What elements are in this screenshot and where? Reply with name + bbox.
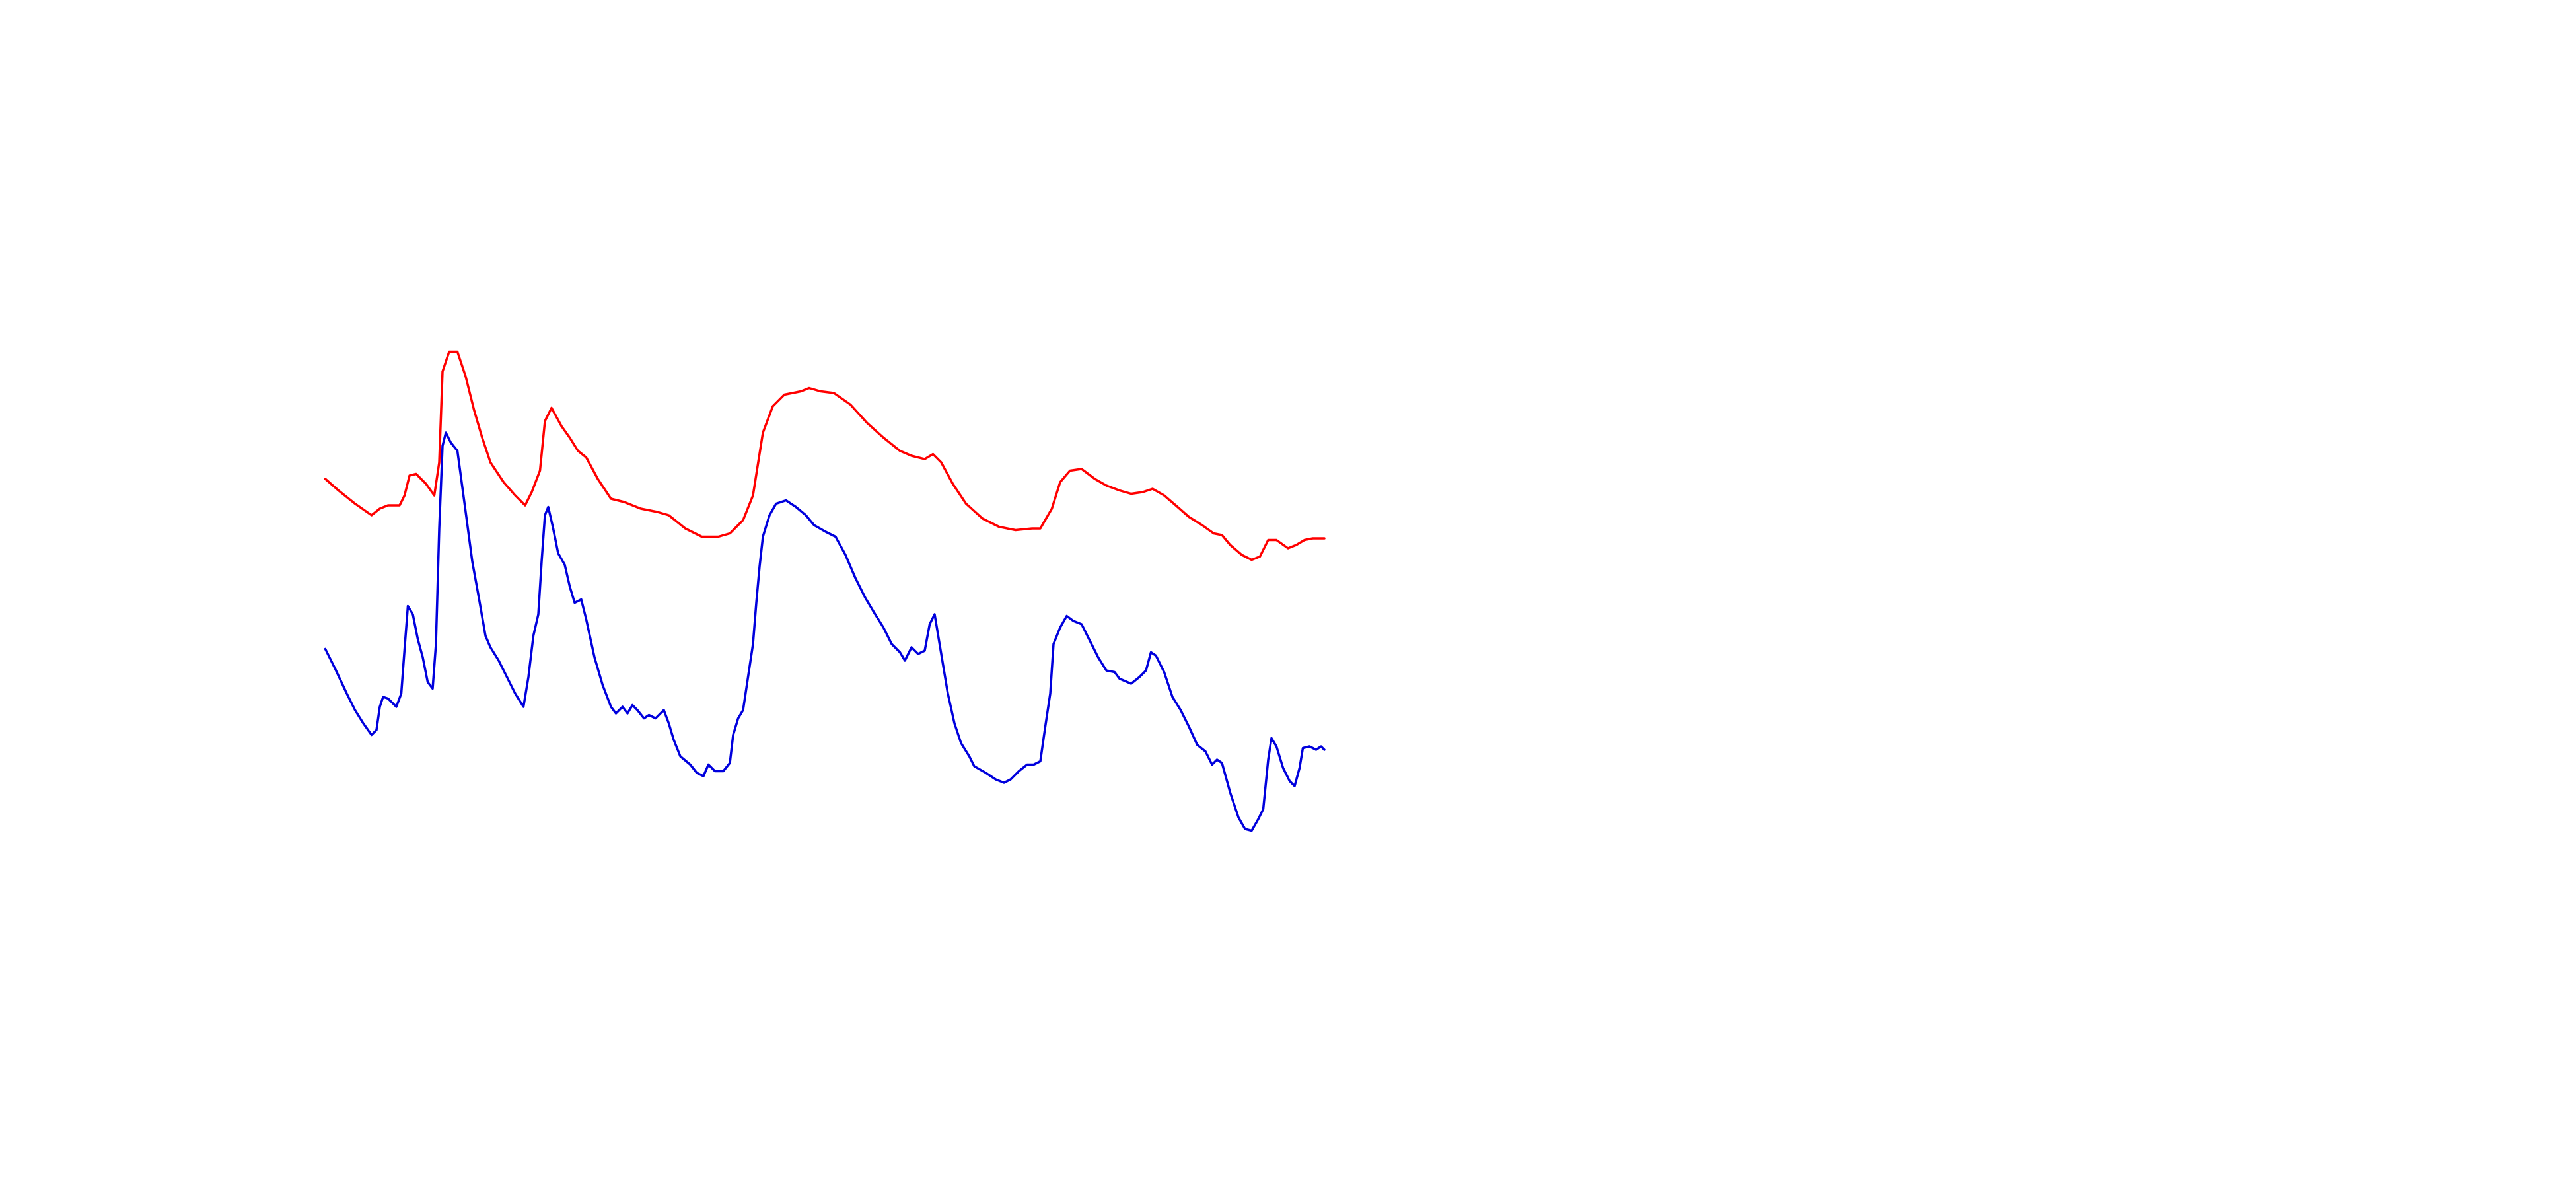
series-line <box>324 350 1326 561</box>
series-line <box>324 431 1326 832</box>
